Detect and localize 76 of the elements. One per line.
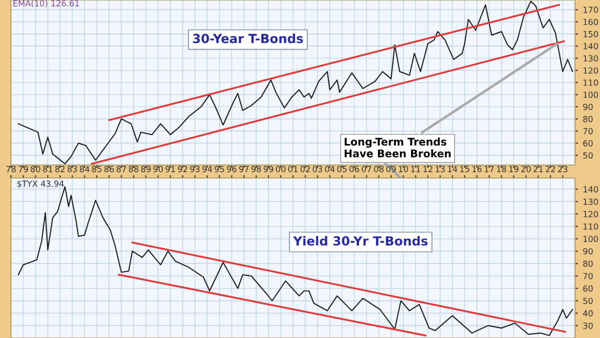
y-tick-label: 110: [584, 79, 598, 86]
x-tick-label: 79: [18, 166, 28, 172]
x-tick-label: 90: [153, 166, 163, 172]
x-tick-label: 88: [128, 166, 138, 172]
x-tick-label: 94: [202, 166, 212, 172]
x-tick-label: 13: [436, 166, 445, 172]
x-tick-label: 06: [350, 166, 360, 172]
y-tick-label: 50: [583, 298, 593, 304]
y-tick-label: 60: [583, 140, 593, 146]
x-tick-label: 84: [80, 166, 90, 172]
y-tick-label: 140: [584, 186, 598, 192]
annotation: Long-Term Trends Have Been Broken: [344, 138, 451, 158]
text: Yield 30-Yr T-Bonds: [293, 236, 428, 246]
x-tick-label: 92: [178, 166, 188, 172]
x-tick-label: 00: [276, 166, 286, 172]
x-tick-label: 85: [92, 166, 102, 172]
x-tick-label: 22: [546, 166, 555, 172]
y-tick-label: 40: [583, 310, 593, 316]
annotation: $TYX 43.94: [17, 180, 64, 188]
text: 30-Year T-Bonds: [193, 34, 303, 44]
y-tick-label: 150: [584, 30, 598, 38]
x-tick-label: 20: [521, 166, 531, 172]
x-tick-label: 80: [30, 166, 40, 172]
x-tick-label: 12: [423, 166, 432, 172]
x-tick-label: 10: [398, 166, 408, 172]
y-tick-label: 90: [583, 248, 593, 254]
x-tick-label: 99: [264, 166, 274, 172]
x-tick-label: 09: [386, 166, 396, 172]
y-tick-label: 120: [584, 67, 598, 74]
annotation: EMA(10) 126.61: [14, 0, 79, 8]
y-tick-label: 70: [583, 128, 593, 134]
y-tick-label: 130: [584, 198, 598, 205]
x-tick-label: 18: [497, 166, 506, 172]
y-tick-label: 110: [584, 223, 598, 230]
x-tick-label: 78: [6, 166, 16, 172]
x-tick-label: 23: [558, 166, 568, 172]
y-tick-label: 80: [583, 260, 593, 267]
x-tick-label: 91: [166, 166, 175, 172]
x-tick-label: 15: [460, 166, 470, 172]
x-tick-label: 98: [251, 166, 261, 172]
x-tick-label: 08: [374, 166, 384, 172]
x-tick-label: 81: [43, 166, 52, 172]
y-tick-label: 80: [583, 116, 593, 122]
x-tick-label: 86: [104, 166, 114, 172]
x-tick-label: 21: [534, 166, 543, 172]
y-tick-label: 100: [584, 92, 598, 98]
y-tick-label: 60: [583, 285, 593, 292]
x-tick-label: 19: [509, 166, 518, 172]
x-tick-label: 97: [239, 166, 249, 172]
x-tick-label: 01: [288, 166, 298, 172]
y-tick-label: 130: [584, 55, 598, 62]
y-tick-label: 140: [584, 43, 598, 50]
x-tick-label: 03: [312, 166, 322, 172]
y-tick-label: 90: [583, 104, 593, 110]
y-tick-label: 30: [583, 322, 593, 329]
x-tick-label: 05: [337, 166, 347, 172]
x-tick-label: 93: [190, 166, 200, 172]
x-tick-label: 17: [484, 166, 494, 172]
y-tick-label: 160: [584, 18, 598, 26]
y-tick-label: 100: [584, 236, 598, 242]
x-tick-label: 14: [448, 166, 458, 172]
x-tick-label: 02: [300, 166, 310, 172]
x-tick-label: 82: [55, 166, 65, 172]
x-tick-label: 11: [411, 166, 420, 172]
x-tick-label: 16: [472, 166, 482, 172]
x-tick-label: 04: [325, 166, 335, 172]
x-tick-label: 07: [362, 166, 372, 172]
y-tick-label: 120: [584, 210, 598, 218]
x-tick-label: 95: [214, 166, 224, 172]
y-tick-label: 170: [584, 6, 598, 13]
x-tick-label: 83: [68, 166, 77, 172]
y-tick-label: 50: [583, 152, 593, 159]
y-tick-label: 70: [583, 272, 593, 280]
x-tick-label: 89: [141, 166, 151, 172]
x-tick-label: 96: [226, 166, 236, 172]
x-tick-label: 87: [116, 166, 126, 172]
